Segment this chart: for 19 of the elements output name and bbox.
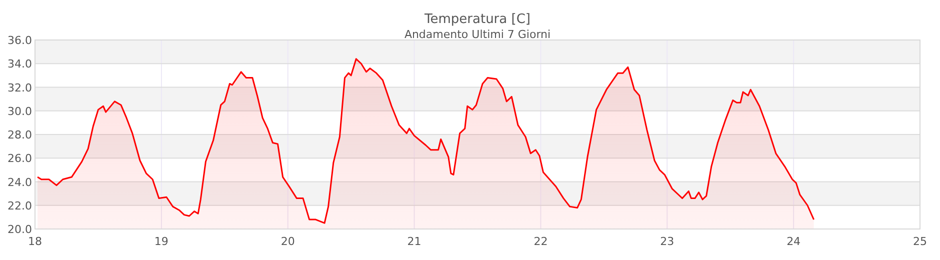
y-tick-label: 32.0	[8, 81, 32, 94]
chart-title: Temperatura [C]	[424, 12, 530, 27]
x-tick-label: 23	[660, 235, 674, 248]
x-tick-label: 18	[28, 235, 42, 248]
x-tick-label: 19	[154, 235, 168, 248]
y-tick-label: 22.0	[8, 199, 32, 212]
y-tick-label: 34.0	[8, 58, 32, 71]
x-tick-label: 25	[913, 235, 927, 248]
x-tick-label: 20	[280, 235, 295, 248]
y-tick-label: 28.0	[8, 128, 32, 142]
y-tick-label: 26.0	[8, 152, 32, 166]
y-tick-label: 30.0	[8, 104, 32, 118]
y-tick-label: 36.0	[8, 34, 32, 47]
x-tick-label: 24	[786, 235, 801, 248]
y-tick-label: 20.0	[8, 223, 32, 236]
x-tick-label: 22	[534, 235, 548, 248]
chart-subtitle: Andamento Ultimi 7 Giorni	[404, 28, 551, 41]
x-tick-label: 21	[407, 235, 422, 248]
y-tick-label: 24.0	[8, 176, 32, 189]
